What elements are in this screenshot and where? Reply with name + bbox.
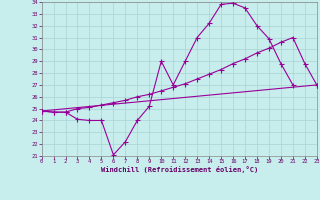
X-axis label: Windchill (Refroidissement éolien,°C): Windchill (Refroidissement éolien,°C) <box>100 166 258 173</box>
